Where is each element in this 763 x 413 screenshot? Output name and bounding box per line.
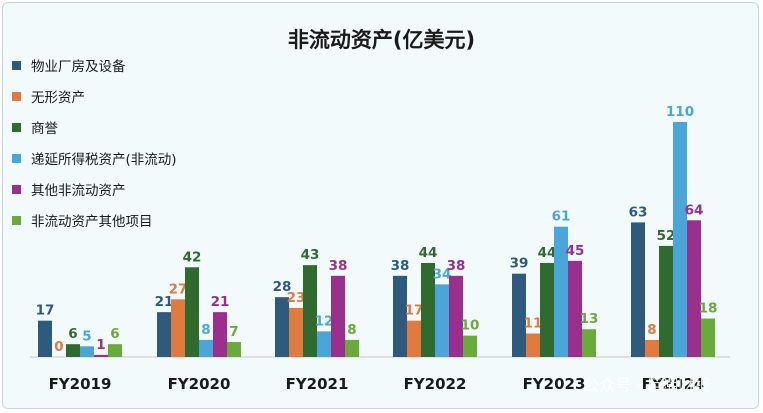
bar [568,260,582,357]
data-label: 43 [301,247,320,263]
bar [554,226,568,357]
data-label: 12 [315,313,334,329]
bar [393,275,407,357]
bar [701,318,715,357]
data-label: 42 [183,249,202,265]
bar [407,320,421,357]
bar [345,339,359,357]
data-label: 44 [538,245,557,261]
bar [199,339,213,357]
data-label: 44 [419,245,438,261]
legend-swatch [12,122,21,132]
bar [227,342,241,357]
data-label: 64 [685,202,704,218]
data-label: 7 [229,324,238,340]
bar [213,312,227,357]
legend-item-6: 非流动资产其他项目 [12,211,153,230]
bar [673,122,687,357]
bar [540,263,554,357]
legend-swatch [12,60,21,70]
legend-label: 商誉 [31,121,58,137]
legend-item-1: 物业厂房及设备 [12,56,126,75]
bar [66,344,80,357]
legend-label: 无形资产 [31,90,85,106]
bar [331,275,345,357]
chart-title: 非流动资产(亿美元) [287,28,476,52]
x-tick-label: FY2020 [168,375,231,393]
legend-label: 物业厂房及设备 [31,59,126,75]
data-label: 63 [629,204,648,220]
bar [171,299,185,357]
data-label: 17 [405,303,424,319]
data-label: 23 [287,290,306,306]
bar [185,267,199,357]
legend-swatch [12,153,21,163]
legend-swatch [12,91,21,101]
x-tick-label: FY2024 [642,375,705,393]
data-label: 38 [447,258,466,274]
data-label: 38 [329,258,348,274]
data-label: 38 [391,258,410,274]
x-tick-label: FY2019 [49,375,112,393]
watermark-text: 公众号 · 巨潮财报 [583,376,711,395]
data-label: 6 [110,326,119,342]
legend-swatch [12,215,21,225]
bar [80,346,94,357]
data-label: 6 [68,326,77,342]
legend-label: 非流动资产其他项目 [31,214,153,230]
data-label: 52 [657,228,676,244]
bar [94,354,108,357]
data-label: 110 [666,104,694,120]
bar [421,263,435,357]
x-tick-label: FY2022 [404,375,467,393]
bar [687,220,701,357]
bar [526,333,540,357]
data-label: 27 [169,281,188,297]
data-label: 17 [36,303,55,319]
bar [38,320,52,357]
bar [289,307,303,357]
data-label: 21 [211,294,230,310]
bar [449,275,463,357]
data-label: 8 [347,322,356,338]
legend-label: 递延所得税资产(非流动) [31,152,177,168]
x-tick-label: FY2023 [523,375,586,393]
data-label: 8 [647,322,656,338]
data-label: 0 [54,339,63,355]
bar [275,297,289,357]
legend-item-2: 无形资产 [12,87,85,106]
legend-item-4: 递延所得税资产(非流动) [12,149,177,168]
legend-item-3: 商誉 [12,118,58,137]
bar [317,331,331,357]
bar [582,329,596,357]
data-label: 11 [524,316,543,332]
legend-label: 其他非流动资产 [31,183,126,199]
bar [645,339,659,357]
legend-item-5: 其他非流动资产 [12,180,126,199]
data-label: 39 [510,256,529,272]
data-label: 45 [566,243,585,259]
data-label: 1 [96,337,105,353]
bar [463,335,477,357]
data-label: 13 [580,311,599,327]
data-label: 21 [155,294,174,310]
legend-swatch [12,184,21,194]
bar [659,245,673,357]
bar [512,273,526,357]
data-label: 5 [82,328,91,344]
data-label: 28 [273,279,292,295]
x-tick-label: FY2021 [286,375,349,393]
data-label: 10 [461,318,480,334]
bar [157,312,171,357]
data-label: 34 [433,266,452,282]
data-label: 61 [552,209,571,225]
data-label: 18 [699,301,718,317]
data-label: 8 [201,322,210,338]
bar [303,265,317,357]
bar [108,344,122,357]
bar [435,284,449,357]
bar [631,222,645,357]
